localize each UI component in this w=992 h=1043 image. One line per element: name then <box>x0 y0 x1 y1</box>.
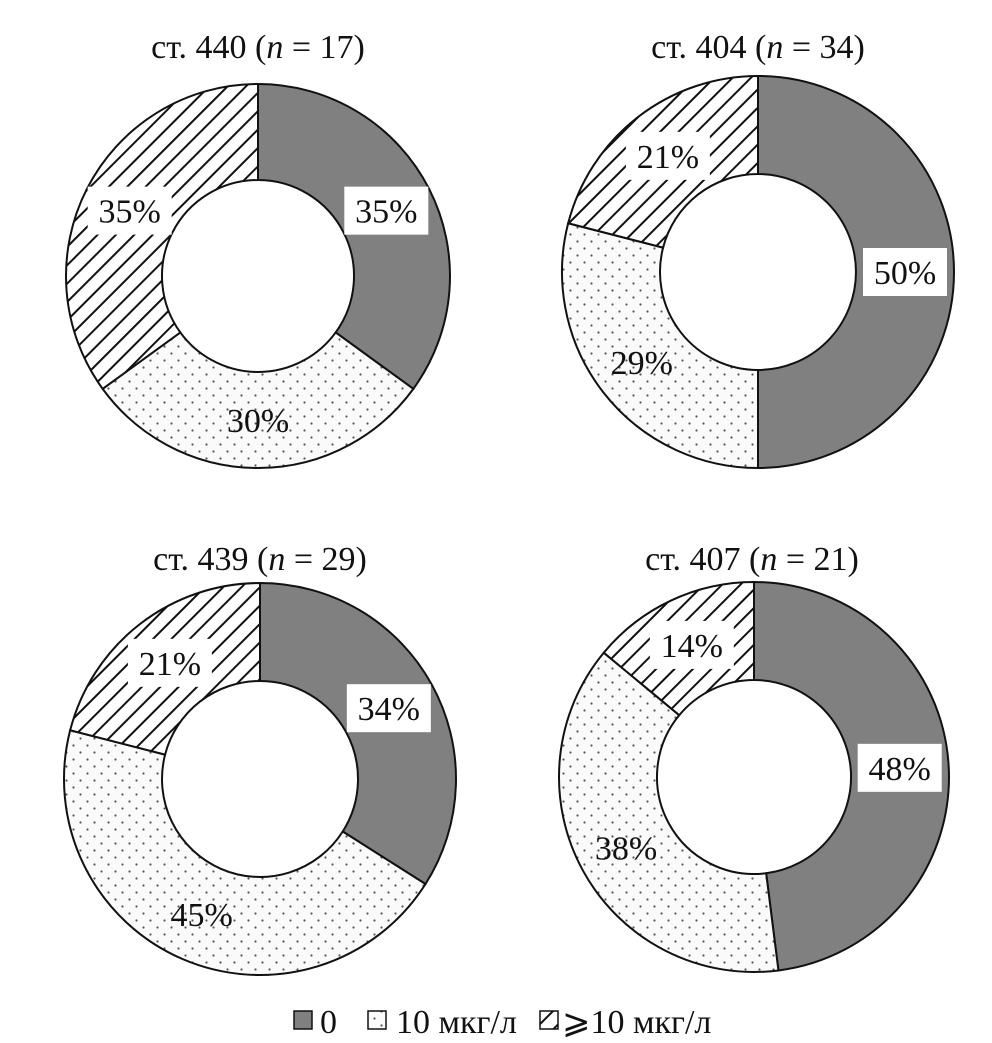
segment-label-text: 48% <box>869 751 931 788</box>
segment-label: 21% <box>625 131 710 180</box>
chart-panel-4: ст. 407 (n = 21) 48% 38% 14% <box>558 541 950 973</box>
segment-label-text: 29% <box>611 345 673 382</box>
chart-panel-2: ст. 404 (n = 34) 50% 29% 21% <box>561 29 955 470</box>
segment-label: 14% <box>649 620 734 669</box>
segment-label: 30% <box>227 403 289 440</box>
segment-zero <box>753 580 950 972</box>
donut-chart-1: 35% 30% 35% <box>65 82 451 469</box>
segment-zero <box>257 82 451 391</box>
segment-label: 34% <box>346 684 431 733</box>
chart-title-4: ст. 407 (n = 21) <box>645 541 859 578</box>
segment-label-background <box>127 638 212 687</box>
segment-label: 35% <box>344 186 429 235</box>
segment-label: 50% <box>863 248 947 296</box>
legend-swatch-hatched <box>539 1010 559 1030</box>
legend-label-10: 10 мкг/л <box>396 1004 517 1041</box>
legend: 0 10 мкг/л ⩾10 мкг/л <box>293 1004 711 1041</box>
segment-label-text: 30% <box>227 403 289 440</box>
segment-10 <box>561 222 759 470</box>
segment-label-background <box>625 131 710 180</box>
segment-label: 38% <box>595 830 657 867</box>
segment-label-background <box>649 620 734 669</box>
donut-chart-4: 48% 38% 14% <box>558 580 950 973</box>
segment-label-text: 21% <box>637 139 699 176</box>
legend-swatch-dotted <box>367 1010 387 1030</box>
segment-label: 21% <box>127 638 212 687</box>
segment-label: 29% <box>611 345 673 382</box>
chart-title-1: ст. 440 (n = 17) <box>151 29 365 66</box>
segment-10 <box>558 651 780 973</box>
chart-panel-3: ст. 439 (n = 29) 34% 45% 21% <box>63 541 457 976</box>
segment-label-text: 35% <box>99 194 161 231</box>
segment-label-text: 45% <box>170 897 232 934</box>
segment-ge10 <box>65 82 259 391</box>
segment-label-text: 38% <box>595 830 657 867</box>
segment-label: 35% <box>87 186 172 235</box>
chart-title-3: ст. 439 (n = 29) <box>153 541 367 578</box>
segment-label-text: 21% <box>139 646 201 683</box>
segment-10 <box>63 729 427 976</box>
segment-label-background <box>344 186 429 235</box>
segment-label-background <box>863 248 947 296</box>
segment-label-background <box>857 743 942 792</box>
legend-label-zero: 0 <box>320 1004 337 1041</box>
donut-chart-2: 50% 29% 21% <box>561 74 955 470</box>
segment-label-text: 50% <box>874 255 936 292</box>
legend-swatch-zero <box>293 1010 313 1030</box>
chart-title-2: ст. 404 (n = 34) <box>651 29 865 66</box>
segment-label-text: 35% <box>355 194 417 231</box>
segment-label: 45% <box>170 897 232 934</box>
chart-panel-1: ст. 440 (n = 17) 35% 30% 35% <box>65 29 451 469</box>
segment-label-text: 14% <box>661 628 723 665</box>
segment-label-background <box>87 186 172 235</box>
segment-zero <box>757 74 955 470</box>
segment-label-background <box>346 684 431 733</box>
legend-label-ge10: ⩾10 мкг/л <box>562 1004 711 1041</box>
segment-label-text: 34% <box>358 691 420 728</box>
segment-zero <box>259 581 457 886</box>
segment-label: 48% <box>857 743 942 792</box>
donut-chart-3: 34% 45% 21% <box>63 581 457 976</box>
segment-10 <box>101 331 415 469</box>
